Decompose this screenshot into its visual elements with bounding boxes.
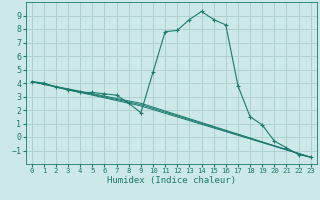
X-axis label: Humidex (Indice chaleur): Humidex (Indice chaleur) [107,176,236,185]
